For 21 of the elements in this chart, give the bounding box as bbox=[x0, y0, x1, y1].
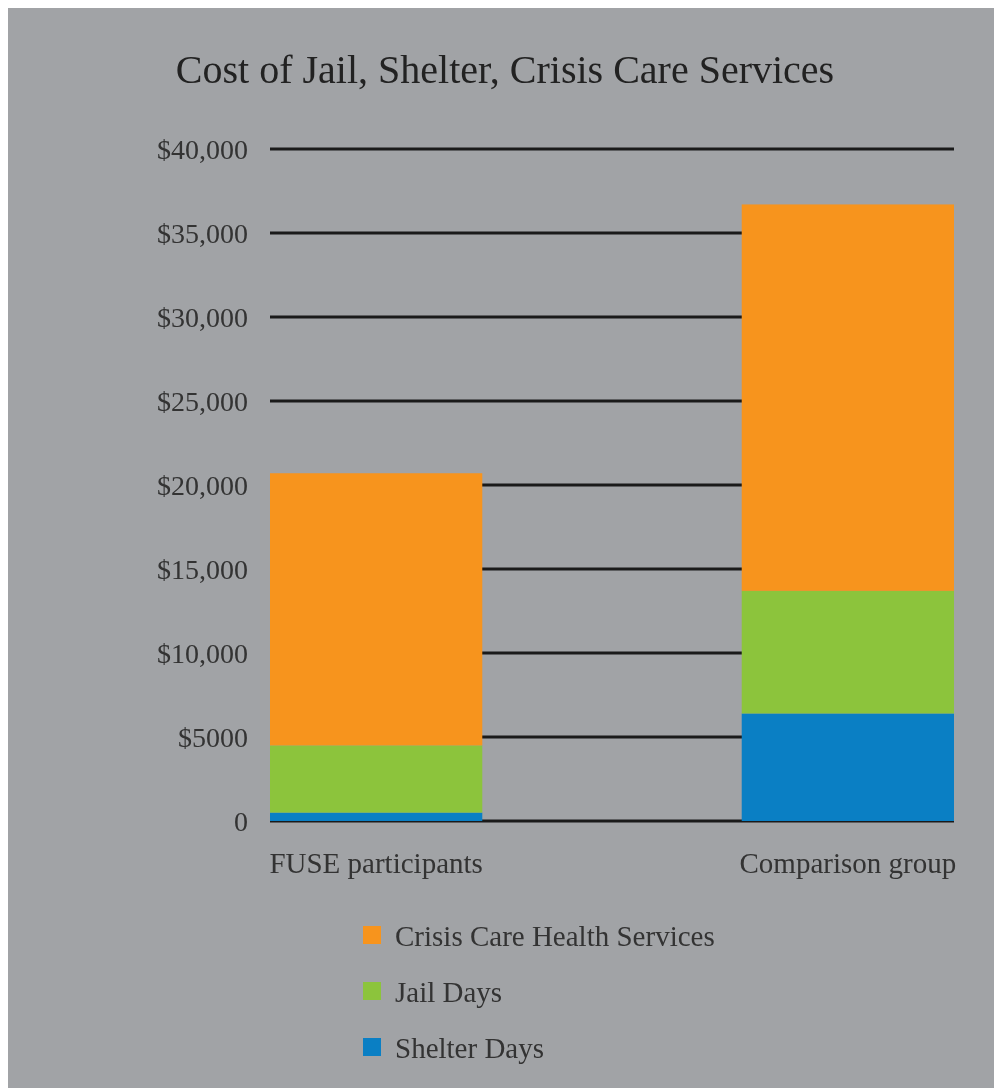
y-tick-label: $20,000 bbox=[157, 469, 248, 501]
bar bbox=[270, 745, 483, 813]
y-tick-label: $25,000 bbox=[157, 385, 248, 417]
y-tick-label: $10,000 bbox=[157, 637, 248, 669]
legend-label: Crisis Care Health Services bbox=[395, 920, 715, 953]
bar bbox=[270, 812, 483, 821]
bar bbox=[270, 473, 483, 746]
x-tick-label: Comparison group bbox=[739, 847, 957, 879]
bar bbox=[741, 590, 954, 714]
chart-title: Cost of Jail, Shelter, Crisis Care Services bbox=[175, 47, 835, 92]
legend-label: Jail Days bbox=[395, 976, 503, 1009]
y-tick-label: $15,000 bbox=[157, 553, 248, 585]
y-tick-label: $40,000 bbox=[157, 133, 248, 165]
bar bbox=[741, 204, 954, 591]
y-tick-label: $35,000 bbox=[157, 217, 248, 249]
y-tick-label: $30,000 bbox=[157, 301, 248, 333]
bar bbox=[741, 713, 954, 821]
y-tick-label: 0 bbox=[234, 805, 248, 837]
x-tick-label: FUSE participants bbox=[269, 847, 483, 879]
legend-label: Shelter Days bbox=[395, 1032, 544, 1065]
y-tick-label: $5000 bbox=[178, 721, 248, 753]
